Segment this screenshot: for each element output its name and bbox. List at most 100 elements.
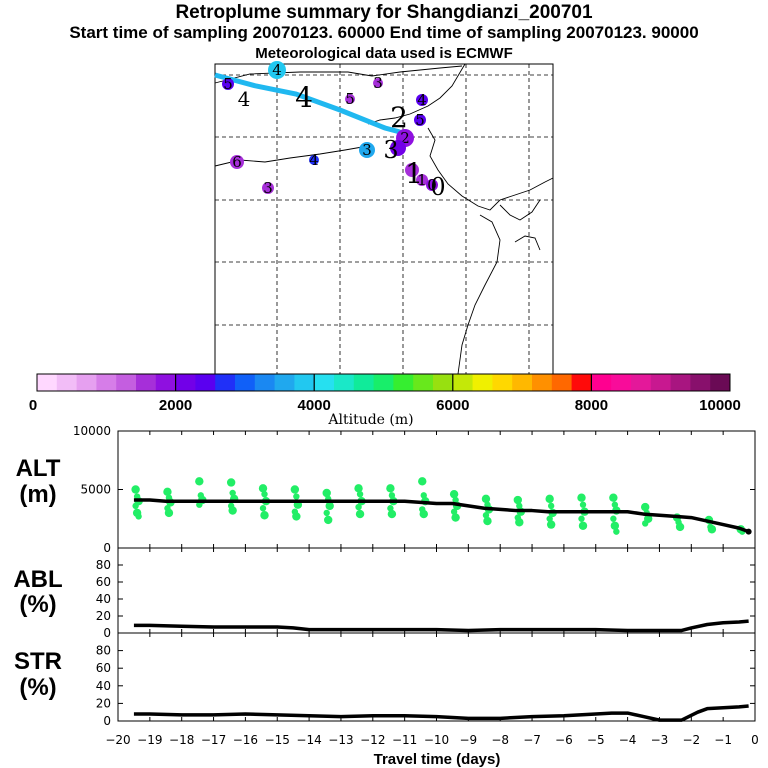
panel-frame [117,430,756,549]
colorbar-cell [492,374,513,391]
sampling-time: Start time of sampling 20070123. 60000 E… [69,23,699,42]
altitude-cluster-point [293,493,300,500]
altitude-cluster-point [258,484,268,493]
colorbar-cell [136,374,157,391]
x-tick-label: −15 [265,733,290,747]
trajectory-point [416,174,428,186]
altitude-cluster-point [481,494,491,504]
colorbar-cell [334,374,355,391]
y-tick-label: 10000 [73,424,111,438]
altitude-cluster-point [290,485,300,494]
x-tick-label: −14 [296,733,321,747]
altitude-cluster-point [450,508,458,515]
trajectory-point [390,140,406,156]
altitude-cluster-point [579,501,587,508]
colorbar-cell [631,374,652,391]
x-tick-label: −12 [360,733,385,747]
altitude-cluster-point [229,489,236,497]
altitude-cluster-point [388,492,396,499]
trajectory-day-label: 4 [238,87,251,111]
str-unit: (%) [19,674,56,701]
colorbar-cell [670,374,691,391]
altitude-cluster-point [325,501,334,511]
x-tick-label: −6 [555,733,573,747]
trajectory-point-label: 1 [417,171,427,189]
colorbar-title: Altitude (m) [327,412,413,428]
y-tick-label: 40 [96,592,111,606]
altitude-cluster-point [613,528,620,535]
panel-frame [117,632,756,722]
trajectory-point-label: 2 [400,129,410,147]
altitude-cluster-point [323,509,330,517]
altitude-cluster-point [356,490,364,498]
altitude-cluster-point [578,515,585,522]
colorbar-cell [76,374,97,391]
colorbar-tick-label: 4000 [298,397,331,414]
altitude-cluster-point [228,506,237,515]
trajectory-point [426,179,438,191]
y-tick-label: 20 [96,609,111,623]
altitude-cluster-point [513,495,523,505]
x-tick-label: −2 [682,733,700,747]
altitude-cluster-point [387,509,397,519]
trajectory-point-label: 3 [373,74,383,92]
altitude-cluster-point [547,502,555,510]
x-tick-label: −13 [328,733,353,747]
altitude-cluster-point [546,515,553,522]
colorbar-cell [294,374,315,391]
chart-title: Retroplume summary for Shangdianzi_20070… [175,2,593,23]
altitude-cluster-point [163,487,172,497]
str-panel: 0 20 40 60 80 [96,632,756,728]
altitude-cluster-point [354,484,363,493]
y-tick-label: 0 [103,541,111,555]
altitude-cluster-point [355,503,362,511]
trajectory-day-label: 4 [295,81,313,114]
altitude-cluster-point [641,502,650,512]
colorbar-cell [710,374,731,391]
abl-unit: (%) [19,591,56,618]
colorbar-cell [690,374,711,391]
colorbar-frame [36,373,731,392]
colorbar-cell [195,374,216,391]
altitude-cluster-point [515,518,524,527]
alt-series-line [133,498,750,534]
x-tick-label: −18 [169,733,194,747]
x-tick-label: −11 [392,733,417,747]
trajectory-point [416,94,428,106]
trajectory-point [405,163,419,177]
altitude-cluster-point [577,493,586,502]
panel-frame [117,547,756,634]
trajectory-point-label: 5 [345,90,355,108]
altitude-cluster-point [164,508,174,518]
alt-unit: (m) [19,481,56,508]
altitude-cluster-point [675,522,685,532]
x-tick-label: −5 [587,733,605,747]
colorbar-cell [413,374,434,391]
altitude-cluster-point [135,513,142,520]
colorbar-tick-label: 2000 [159,397,192,414]
y-tick-label: 20 [96,696,111,710]
altitude-colorbar: 0 2000 4000 6000 8000 10000 Altitude (m) [29,373,741,428]
colorbar-cell [532,374,553,391]
x-tick-label: −3 [651,733,669,747]
colorbar-cell [155,374,176,391]
y-tick-label: 0 [103,626,111,640]
colorbar-tick-label: 10000 [699,397,741,414]
panel-labels: ALT (m) ABL (%) STR (%) [13,455,62,701]
y-tick-label: 0 [103,714,111,728]
trajectory-point [262,182,274,194]
altitude-cluster-point [516,502,523,510]
trajectory-point [230,155,244,169]
trajectory-day-label: 2 [390,101,408,134]
colorbar-cell [373,374,394,391]
colorbar-cell [591,374,612,391]
altitude-cluster-point [578,521,588,530]
y-tick-label: 60 [96,575,111,589]
altitude-cluster-point [452,496,459,504]
map-grid [215,64,553,374]
y-tick-label: 40 [96,679,111,693]
trajectory-point-label: 5 [223,75,233,93]
colorbar-cell [235,374,256,391]
